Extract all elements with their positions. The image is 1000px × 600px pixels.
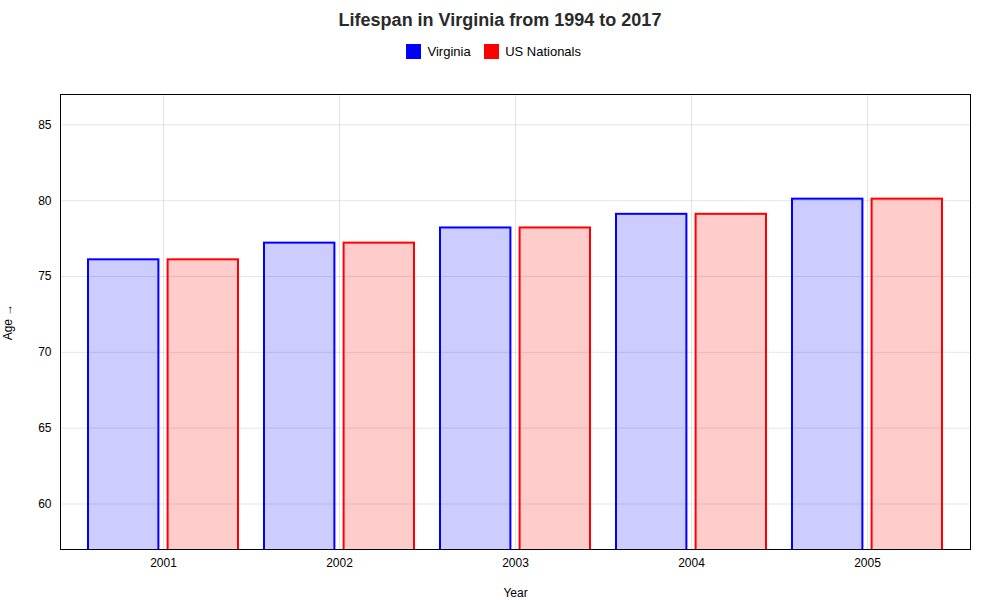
svg-text:Year: Year	[503, 585, 527, 599]
svg-text:75: 75	[38, 269, 52, 283]
svg-text:2001: 2001	[150, 556, 177, 570]
svg-text:Age →: Age →	[1, 303, 15, 340]
svg-text:80: 80	[38, 193, 52, 207]
svg-text:65: 65	[38, 421, 52, 435]
svg-text:70: 70	[38, 345, 52, 359]
svg-text:2004: 2004	[678, 556, 705, 570]
html-text:Virginia: Virginia	[427, 44, 471, 59]
svg-text:2005: 2005	[854, 556, 881, 570]
svg-text:2002: 2002	[326, 556, 353, 570]
svg-text:85: 85	[38, 117, 52, 131]
svg-text:2003: 2003	[502, 556, 529, 570]
svg-text:60: 60	[38, 496, 52, 510]
html-text:Lifespan in Virginia from 1994: Lifespan in Virginia from 1994 to 2017	[338, 10, 662, 30]
html-text:US Nationals: US Nationals	[505, 44, 581, 59]
